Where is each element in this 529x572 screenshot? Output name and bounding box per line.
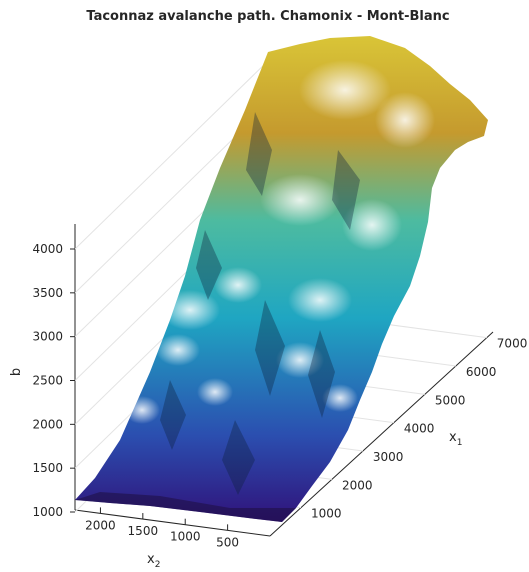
x1-axis-label: x1 [449, 430, 462, 448]
x2-tick-label: 1000 [170, 530, 201, 544]
x1-tick-label: 3000 [373, 450, 404, 464]
z-tick-label: 2000 [32, 417, 63, 431]
z-tick-label: 2500 [32, 374, 63, 388]
z-tick-label: 4000 [32, 242, 63, 256]
x1-tick-label: 6000 [466, 365, 497, 379]
x1-tick-label: 4000 [404, 422, 435, 436]
x2-tick-label: 2000 [85, 518, 116, 532]
terrain-surface [75, 36, 488, 522]
x2-axis-line [74, 509, 271, 537]
z-grid-line [74, 58, 271, 250]
x2-tick-label: 500 [216, 535, 239, 549]
x2-axis-label-main: x [147, 552, 155, 567]
surface-mesh [75, 36, 488, 522]
z-tick-label: 1500 [32, 461, 63, 475]
z-axis-label: b [9, 368, 24, 376]
z-tick-label: 3500 [32, 286, 63, 300]
x1-axis-label-main: x [449, 430, 457, 445]
x1-tick-label: 1000 [311, 507, 342, 521]
x2-axis-label-sub: 2 [155, 560, 161, 570]
x1-axis-label-sub: 1 [457, 438, 463, 448]
z-tick-label: 1000 [32, 505, 63, 519]
x1-tick-label: 2000 [342, 478, 373, 492]
x2-tick-labels: 500 1000 1500 2000 [85, 507, 239, 549]
z-tick-label: 3000 [32, 330, 63, 344]
x1-tick-label: 5000 [435, 393, 466, 407]
x2-axis-label: x2 [147, 552, 160, 570]
chart-title: Taconnaz avalanche path. Chamonix - Mont… [86, 9, 449, 24]
x2-tick-label: 1500 [128, 524, 159, 538]
z-tick-labels: 1000 1500 2000 2500 3000 3500 4000 [32, 242, 75, 519]
x1-tick-label: 7000 [497, 337, 528, 351]
